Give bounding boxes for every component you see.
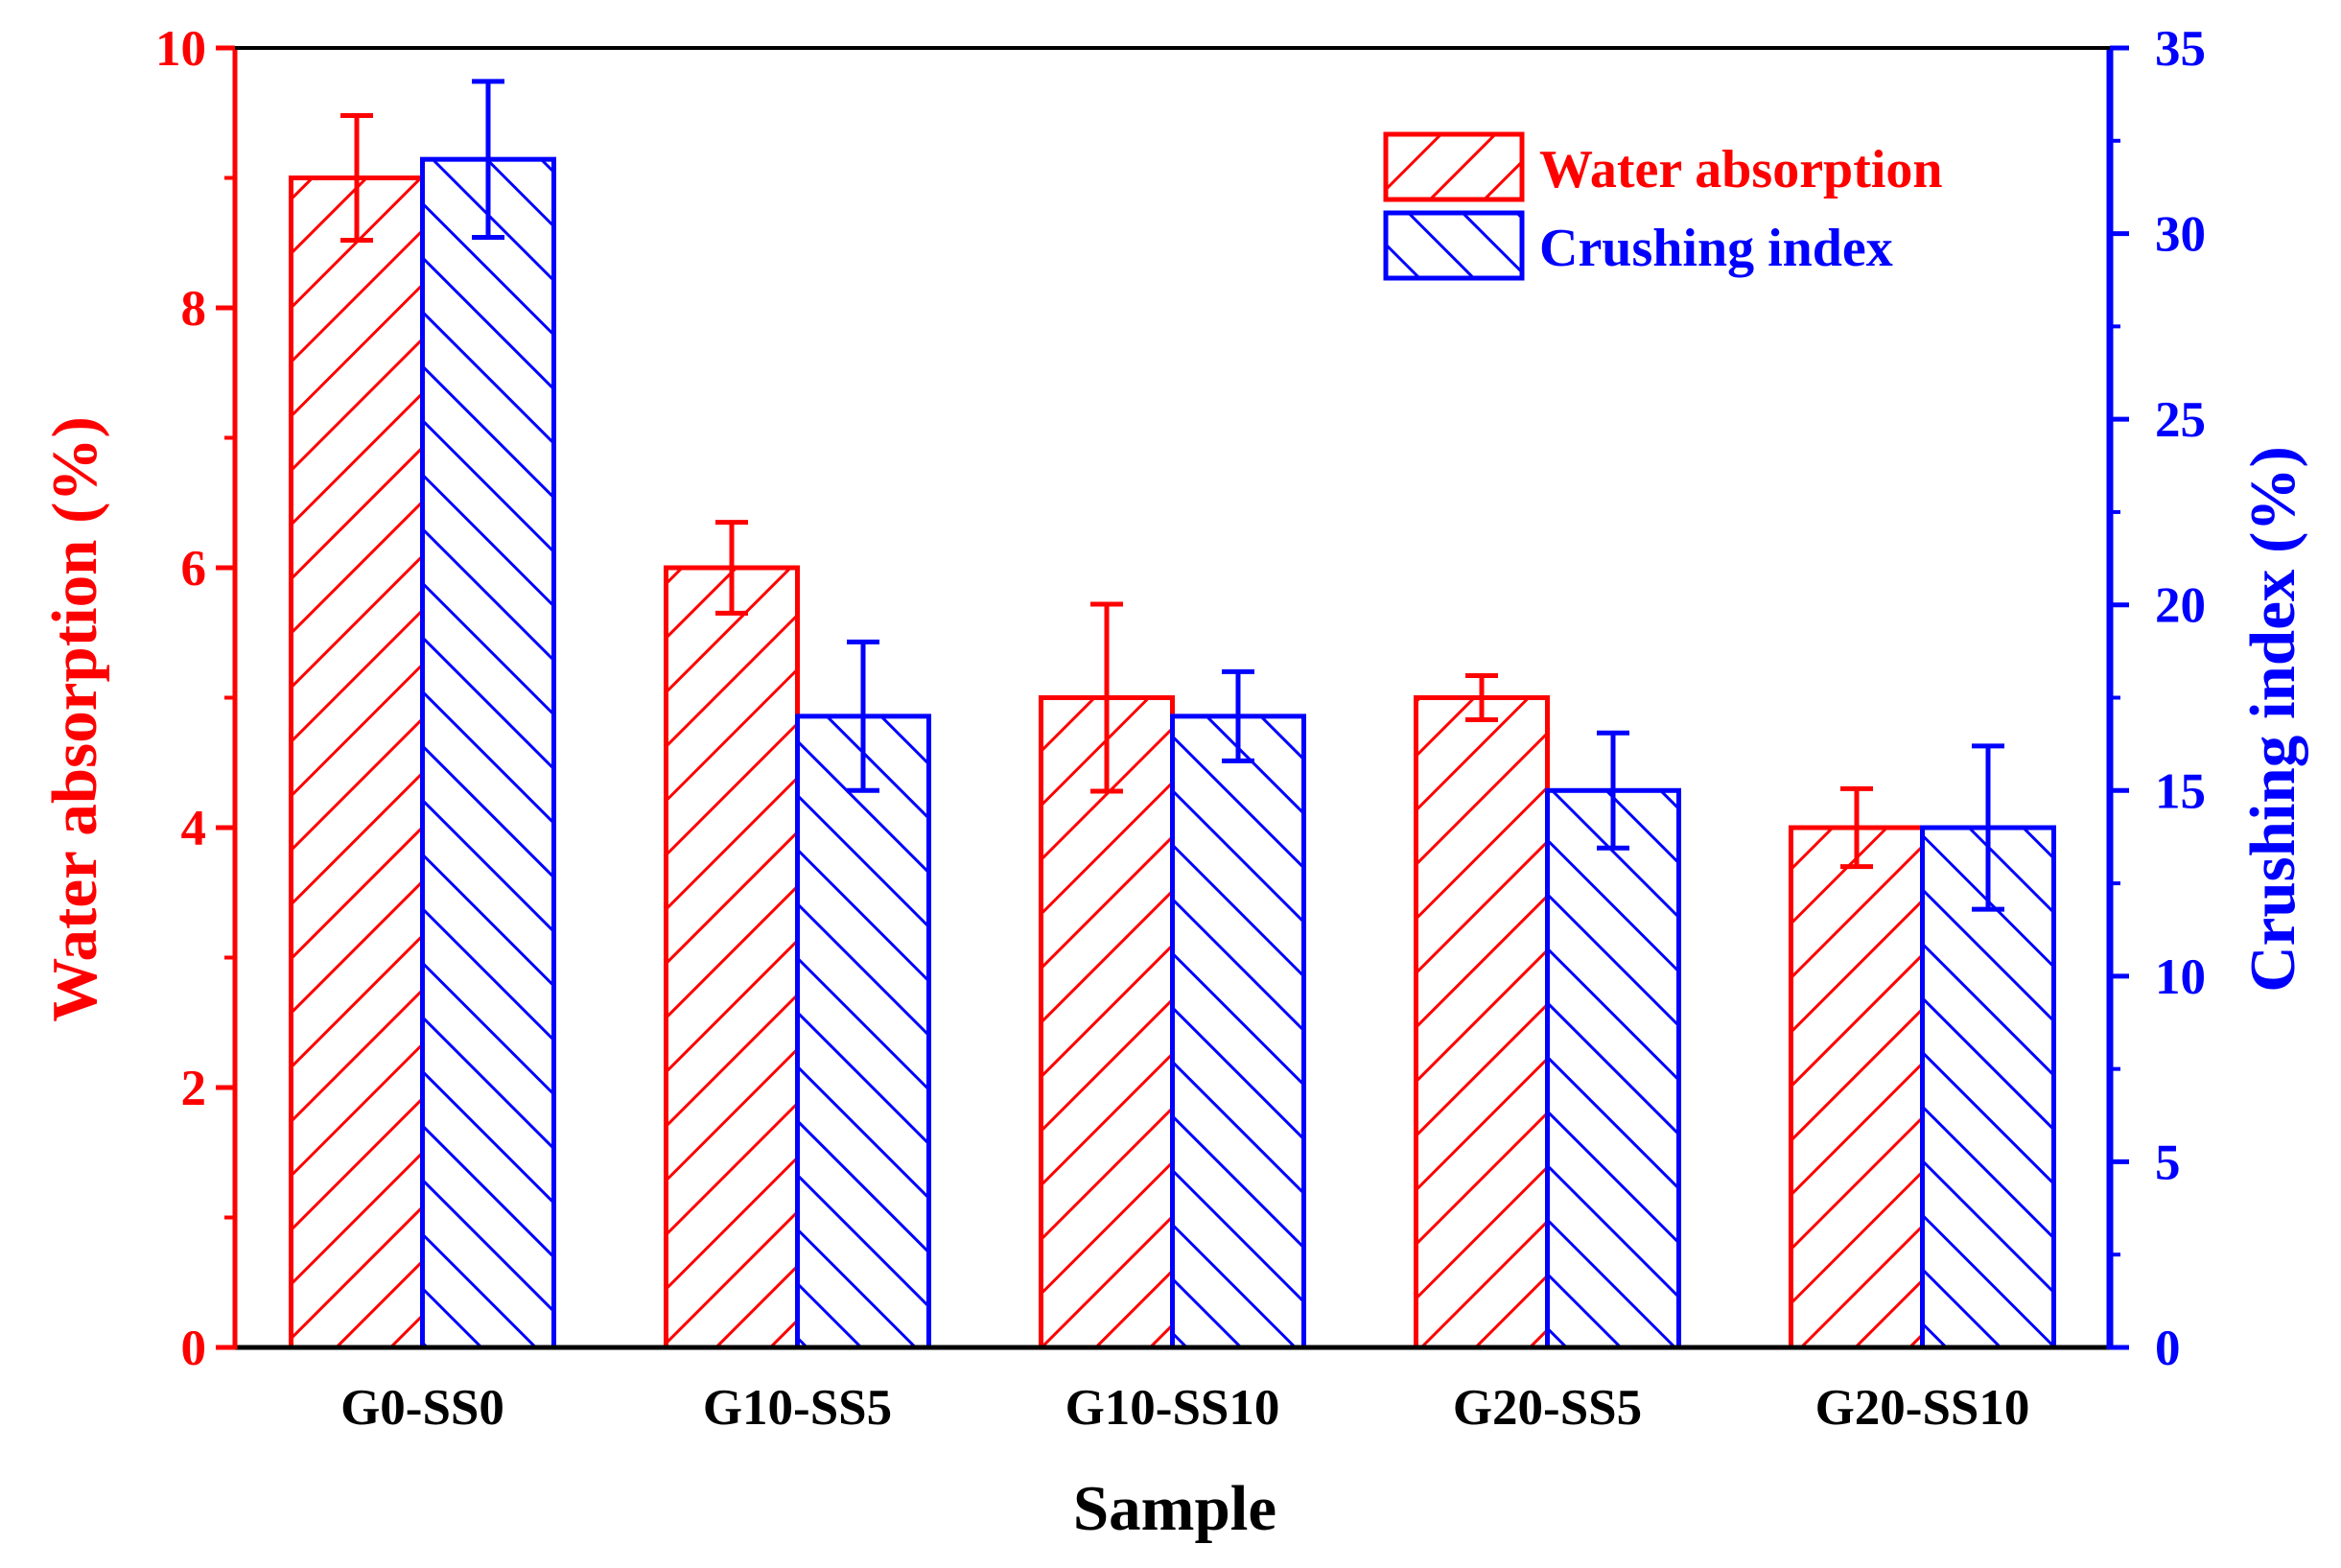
left-tick-label: 0 — [181, 1321, 207, 1376]
bar-water-absorption-g20-ss10 — [1789, 825, 1925, 1350]
right-tick-label: 5 — [2155, 1135, 2181, 1190]
error-bar-water-absorption-g10-ss10 — [1090, 601, 1123, 794]
error-bar-crushing-index-g0-ss0 — [472, 79, 504, 240]
left-tick-label: 4 — [181, 801, 207, 856]
bar-crushing-index-g10-ss10 — [1170, 714, 1306, 1350]
legend: Water absorption Crushing index — [1383, 131, 1943, 281]
plot-area: G0-SS0 G10-SS5 G10-SS10 G20-SS5 G20-SS10 0 2 4 6… — [155, 21, 2206, 1436]
left-tick-label: 2 — [181, 1061, 207, 1116]
left-tick-label: 8 — [181, 281, 207, 337]
bar-crushing-index-g20-ss10 — [1920, 825, 2056, 1350]
x-tick-label: G10-SS5 — [703, 1380, 892, 1436]
left-tick-label: 6 — [181, 541, 207, 597]
bar-water-absorption-g0-ss0 — [289, 176, 425, 1350]
left-tick-label: 10 — [155, 21, 206, 77]
right-tick-label: 35 — [2155, 21, 2206, 77]
x-tick-label: G20-SS10 — [1815, 1380, 2030, 1436]
error-bar-crushing-index-g20-ss10 — [1972, 743, 2004, 912]
right-tick-label: 15 — [2155, 763, 2206, 819]
x-tick-label: G10-SS10 — [1065, 1380, 1280, 1436]
bar-water-absorption-g20-ss5 — [1414, 695, 1550, 1350]
bar-water-absorption-g10-ss10 — [1039, 695, 1175, 1350]
error-bar-water-absorption-g20-ss10 — [1840, 785, 1873, 870]
bar-crushing-index-g0-ss0 — [420, 156, 556, 1350]
legend-swatch-water-absorption — [1383, 131, 1525, 202]
right-tick-label: 0 — [2155, 1321, 2181, 1376]
error-bar-crushing-index-g10-ss5 — [847, 639, 879, 793]
error-bar-water-absorption-g20-ss5 — [1465, 672, 1498, 723]
right-tick-label: 10 — [2155, 949, 2206, 1005]
right-tick-label: 30 — [2155, 207, 2206, 263]
legend-label-water-absorption: Water absorption — [1539, 140, 1943, 199]
right-tick-label: 25 — [2155, 392, 2206, 448]
legend-label-crushing-index: Crushing index — [1539, 219, 1893, 278]
right-tick-label: 20 — [2155, 578, 2206, 634]
x-axis-title: Sample — [1073, 1473, 1276, 1544]
right-axis-title: Crushing index (%) — [2237, 446, 2308, 993]
bar-crushing-index-g20-ss5 — [1545, 787, 1681, 1350]
error-bar-crushing-index-g10-ss10 — [1222, 668, 1254, 763]
error-bar-water-absorption-g10-ss5 — [715, 520, 748, 616]
left-axis-title: Water absorption (%) — [39, 416, 110, 1022]
bar-water-absorption-g10-ss5 — [664, 565, 800, 1350]
x-tick-label: G0-SS0 — [340, 1380, 504, 1436]
error-bar-water-absorption-g0-ss0 — [340, 112, 373, 244]
legend-swatch-crushing-index — [1383, 210, 1525, 281]
bar-crushing-index-g10-ss5 — [795, 714, 931, 1350]
error-bar-crushing-index-g20-ss5 — [1597, 730, 1629, 851]
x-tick-label: G20-SS5 — [1453, 1380, 1642, 1436]
